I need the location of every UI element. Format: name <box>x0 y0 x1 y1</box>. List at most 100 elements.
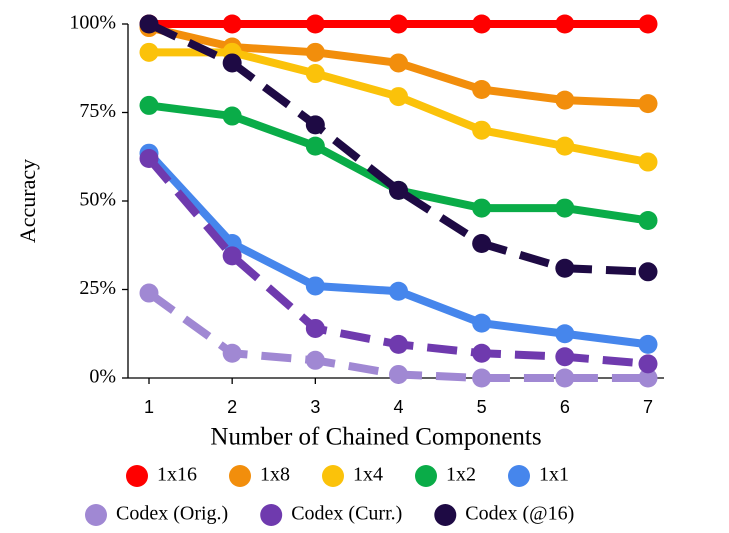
series-codex-16 <box>139 14 658 282</box>
data-point-1x8 <box>472 79 492 99</box>
data-point-1x4 <box>389 87 408 107</box>
data-point-1x16 <box>305 14 325 34</box>
data-point-codex-16 <box>139 14 159 34</box>
x-tick-label: 1 <box>144 397 154 417</box>
x-tick-label: 2 <box>227 397 237 417</box>
series-codex-curr <box>139 149 658 374</box>
data-point-1x1 <box>638 334 658 354</box>
x-tick-label: 5 <box>477 397 487 417</box>
data-point-1x4 <box>472 120 492 140</box>
data-point-codex-curr <box>389 334 408 354</box>
data-point-codex-16 <box>222 53 242 73</box>
legend-label: 1x4 <box>353 464 383 486</box>
x-axis-label: Number of Chained Components <box>210 424 541 451</box>
data-point-codex-orig <box>139 283 159 303</box>
y-axis-label: Accuracy <box>15 159 40 243</box>
data-point-1x8 <box>389 53 408 73</box>
series-codex-orig <box>139 283 658 388</box>
legend-item-codex-16: Codex (@16) <box>434 503 574 526</box>
data-point-1x16 <box>222 14 242 34</box>
data-point-1x1 <box>389 281 408 301</box>
legend-label: Codex (Orig.) <box>116 503 228 525</box>
legend-label: 1x2 <box>446 464 476 486</box>
data-point-1x1 <box>472 313 492 333</box>
legend-marker <box>508 465 530 487</box>
data-point-1x4 <box>305 64 325 84</box>
legend-label: Codex (Curr.) <box>291 503 402 525</box>
y-tick-label: 50% <box>79 189 116 211</box>
data-point-codex-orig <box>555 368 575 388</box>
data-point-1x2 <box>222 106 242 126</box>
data-point-codex-16 <box>305 115 325 135</box>
data-point-codex-orig <box>222 343 242 363</box>
legend-label: 1x16 <box>157 464 197 486</box>
data-point-1x2 <box>472 198 492 218</box>
data-point-codex-curr <box>555 347 575 367</box>
data-point-codex-16 <box>555 258 575 278</box>
legend-marker <box>415 465 437 487</box>
data-point-1x16 <box>472 14 492 34</box>
data-point-codex-curr <box>472 343 492 363</box>
data-point-codex-orig <box>389 364 408 384</box>
series-1x16 <box>139 14 658 34</box>
legend-item-1x4: 1x4 <box>322 464 383 487</box>
data-point-1x2 <box>555 198 575 218</box>
x-tick-label: 3 <box>310 397 320 417</box>
data-point-codex-orig <box>638 368 658 388</box>
legend-marker <box>260 504 283 526</box>
data-point-codex-16 <box>638 262 658 282</box>
data-point-codex-16 <box>389 180 408 200</box>
legend-label: 1x8 <box>260 464 290 486</box>
data-point-1x16 <box>555 14 575 34</box>
legend-item-1x8: 1x8 <box>229 464 290 487</box>
legend-item-1x16: 1x16 <box>126 464 197 487</box>
data-point-1x16 <box>389 14 408 34</box>
data-point-codex-curr <box>222 246 242 266</box>
data-point-1x8 <box>555 90 575 110</box>
y-tick-label: 100% <box>69 12 116 34</box>
legend-item-1x2: 1x2 <box>415 464 476 487</box>
series-1x4 <box>139 42 658 172</box>
x-tick-label: 7 <box>643 397 653 417</box>
axes <box>127 24 664 379</box>
y-tick-label: 0% <box>89 366 116 388</box>
data-point-1x4 <box>555 136 575 156</box>
legend-label: 1x1 <box>539 464 569 486</box>
series-layer <box>139 14 658 388</box>
data-point-1x1 <box>555 324 575 344</box>
data-point-codex-orig <box>305 350 325 370</box>
data-point-codex-curr <box>305 318 325 338</box>
y-tick-label: 75% <box>79 100 116 122</box>
legend-item-codex-curr: Codex (Curr.) <box>260 503 402 526</box>
series-line-1x2 <box>148 101 649 225</box>
y-ticks: 0% 25% 50% 75% 100% <box>69 12 128 388</box>
data-point-1x16 <box>638 14 658 34</box>
data-point-1x2 <box>139 95 159 115</box>
legend-item-1x1: 1x1 <box>508 464 569 487</box>
series-1x2 <box>139 95 658 230</box>
legend-label: Codex (@16) <box>465 503 574 525</box>
data-point-1x2 <box>305 136 325 156</box>
data-point-1x8 <box>638 94 658 114</box>
data-point-codex-curr <box>638 354 658 374</box>
legend-marker <box>322 465 344 487</box>
legend-marker <box>229 465 251 487</box>
data-point-1x8 <box>305 42 325 62</box>
data-point-1x2 <box>638 210 658 230</box>
legend-marker <box>85 504 107 526</box>
series-1x1 <box>139 143 658 354</box>
legend-marker <box>126 465 148 487</box>
data-point-1x4 <box>638 152 658 172</box>
legend-marker <box>434 504 457 526</box>
y-tick-label: 25% <box>79 277 116 299</box>
data-point-codex-curr <box>139 149 159 169</box>
data-point-codex-16 <box>472 233 492 253</box>
x-tick-label: 4 <box>393 397 403 417</box>
data-point-codex-orig <box>472 368 492 388</box>
x-tick-label: 6 <box>560 397 570 417</box>
legend-item-codex-orig: Codex (Orig.) <box>85 503 228 526</box>
legend: 1x16 1x8 1x4 1x2 1x1 Codex (Orig.) Codex (Curr… <box>85 464 574 526</box>
data-point-1x1 <box>305 276 325 296</box>
data-point-1x4 <box>139 42 159 62</box>
